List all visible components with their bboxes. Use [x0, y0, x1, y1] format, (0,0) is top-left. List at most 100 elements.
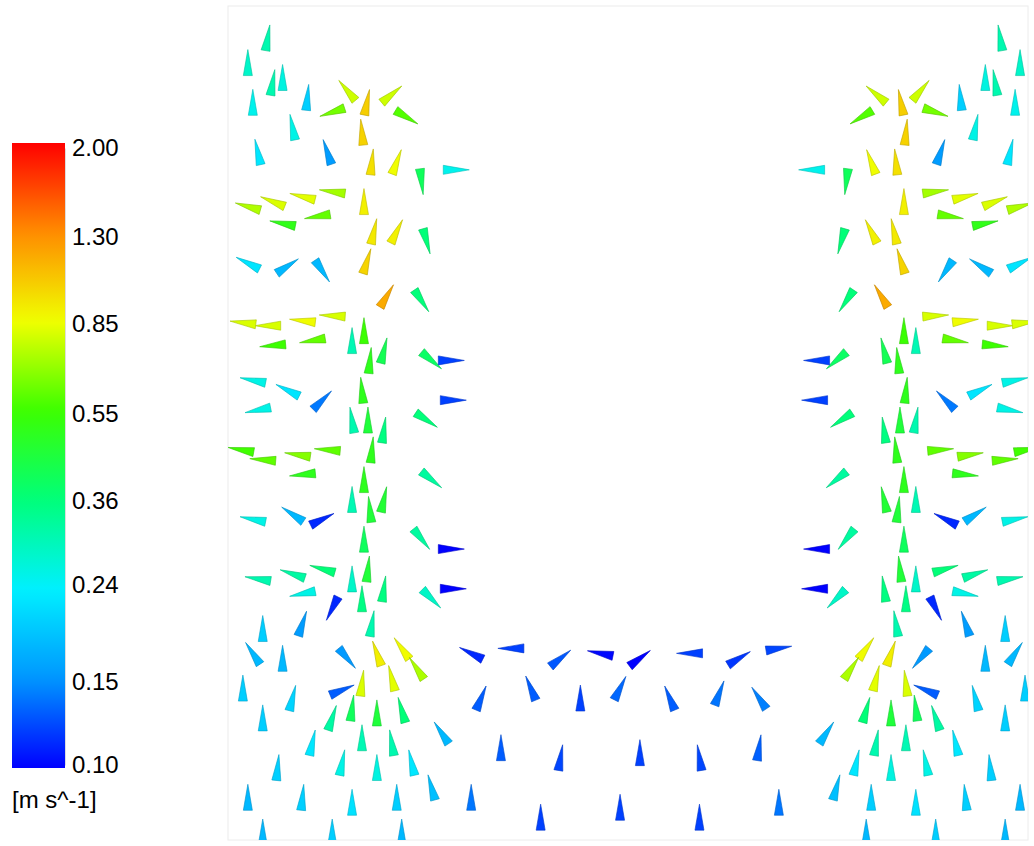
velocity-vector	[266, 69, 279, 96]
velocity-vector	[627, 647, 653, 670]
velocity-vector	[279, 503, 306, 525]
velocity-vector	[324, 704, 341, 732]
velocity-vector	[1016, 784, 1025, 810]
velocity-vector	[304, 210, 331, 223]
velocity-vector	[901, 586, 910, 612]
velocity-vector	[937, 210, 964, 223]
velocity-vector	[889, 610, 902, 637]
velocity-vector	[289, 469, 316, 481]
velocity-vector	[1021, 675, 1028, 701]
velocity-vector	[335, 645, 359, 671]
velocity-vector	[849, 749, 864, 776]
velocity-vector	[877, 486, 891, 513]
velocity-vector	[243, 50, 252, 76]
velocity-vector	[364, 496, 376, 523]
velocity-vector	[909, 645, 933, 671]
colorbar-tick-label: 0.24	[72, 571, 119, 598]
velocity-vector	[440, 396, 466, 405]
velocity-vector	[430, 719, 452, 746]
velocity-vector	[328, 681, 355, 699]
colorbar-title: [m s^-1]	[12, 786, 97, 813]
velocity-vector	[823, 468, 849, 491]
velocity-vector	[348, 328, 357, 354]
velocity-vector	[895, 407, 904, 433]
velocity-vector	[982, 340, 1009, 351]
velocity-vector	[765, 642, 792, 655]
velocity-vector	[1016, 50, 1025, 76]
velocity-vector	[802, 396, 828, 405]
velocity-vector	[867, 784, 876, 810]
velocity-vector	[862, 148, 880, 176]
velocity-vector	[804, 356, 830, 365]
velocity-vector	[364, 347, 376, 374]
velocity-vector	[1006, 253, 1028, 273]
colorbar-tick: 0.85	[65, 310, 119, 337]
colorbar-tick: 0.15	[65, 668, 119, 695]
velocity-vector	[536, 804, 545, 830]
velocity-vector	[1001, 373, 1028, 387]
velocity-vector	[1004, 640, 1026, 667]
velocity-vector	[931, 819, 940, 840]
velocity-vector	[251, 138, 266, 165]
velocity-vector	[985, 754, 997, 781]
velocity-vector	[438, 545, 464, 554]
velocity-vector	[840, 168, 852, 195]
velocity-vector	[356, 119, 368, 146]
velocity-vector	[387, 218, 407, 245]
velocity-vector	[289, 315, 316, 327]
velocity-vector	[861, 218, 881, 245]
velocity-vector	[804, 545, 830, 554]
colorbar-tick-label: 2.00	[72, 134, 119, 161]
velocity-vector	[548, 647, 574, 670]
velocity-vector	[871, 282, 892, 309]
velocity-vector	[255, 321, 281, 330]
velocity-vector	[661, 684, 679, 711]
velocity-vector	[377, 486, 391, 513]
velocity-vector	[962, 566, 990, 583]
velocity-vector	[894, 556, 906, 583]
velocity-vector	[802, 584, 828, 593]
velocity-vector	[933, 388, 958, 413]
velocity-vector	[269, 216, 296, 230]
velocity-vector	[248, 89, 257, 115]
velocity-vector	[932, 509, 959, 529]
velocity-vector	[397, 819, 406, 840]
velocity-vector	[234, 199, 261, 215]
velocity-vector	[890, 436, 902, 463]
velocity-vector	[695, 804, 704, 830]
velocity-vector	[297, 784, 309, 811]
velocity-vector	[424, 774, 440, 801]
velocity-vector	[989, 69, 1002, 96]
velocity-vector	[357, 586, 366, 612]
velocity-vector	[942, 334, 969, 347]
velocity-vector	[345, 406, 358, 433]
velocity-vector	[677, 649, 703, 658]
velocity-vector	[359, 318, 368, 344]
velocity-vector	[346, 694, 358, 721]
velocity-vector	[289, 189, 316, 204]
velocity-vector	[335, 78, 359, 104]
velocity-vector	[388, 148, 406, 176]
velocity-vector	[278, 64, 287, 90]
colorbar-tick: 0.24	[65, 571, 119, 598]
velocity-vector	[335, 749, 349, 776]
velocity-vector	[981, 645, 990, 671]
velocity-vector	[887, 700, 896, 726]
velocity-vector	[957, 448, 984, 461]
velocity-vector	[1006, 199, 1028, 215]
velocity-vector	[835, 526, 858, 552]
velocity-vector	[967, 255, 994, 277]
velocity-vector	[912, 681, 939, 699]
velocity-vector	[318, 104, 346, 121]
velocity-vector	[952, 315, 979, 327]
velocity-vector	[229, 317, 256, 329]
velocity-vector	[419, 468, 445, 491]
velocity-vector	[899, 189, 908, 215]
velocity-vector	[467, 784, 476, 810]
chart: 0.100.150.240.360.550.851.302.00[m s^-1]	[0, 0, 1034, 846]
velocity-vector	[360, 89, 374, 116]
velocity-vector	[892, 496, 904, 523]
velocity-vector	[955, 84, 967, 111]
velocity-vector	[1001, 705, 1010, 731]
colorbar-tick-label: 1.30	[72, 223, 119, 250]
